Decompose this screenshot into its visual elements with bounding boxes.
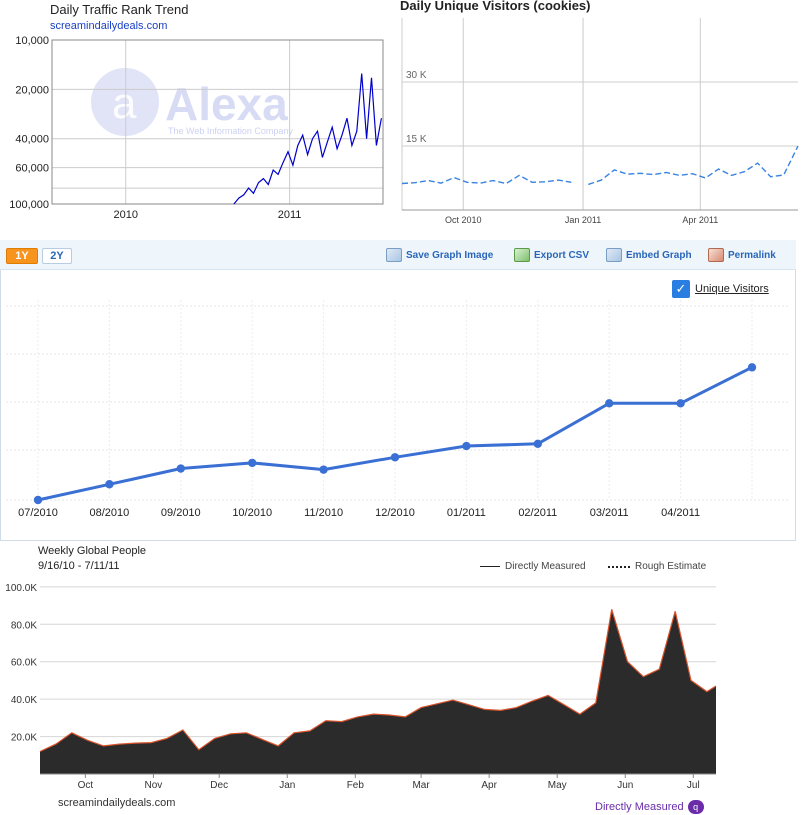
visitors-y-tick-label: 30 K — [406, 70, 427, 81]
monthly-data-point — [33, 495, 43, 505]
link-icon — [708, 248, 724, 262]
weekly-x-tick-label: Mar — [412, 780, 430, 791]
monthly-data-point — [676, 399, 685, 408]
weekly-x-tick-label: Jun — [617, 780, 633, 791]
embed-icon — [606, 248, 622, 262]
alexa-watermark-tagline: The Web Information Company — [168, 126, 293, 136]
monthly-data-point — [248, 458, 257, 468]
weekly-y-tick-label: 100.0K — [5, 583, 37, 594]
alexa-watermark-a: a — [112, 79, 137, 128]
embed-graph-button[interactable]: Embed Graph — [606, 246, 692, 264]
weekly-x-tick-label: Jul — [687, 780, 700, 791]
weekly-x-tick-label: Nov — [145, 780, 163, 791]
rank-chart-site-link[interactable]: screamindailydeals.com — [50, 20, 168, 32]
weekly-area-outline — [39, 609, 717, 753]
monthly-x-tick-label: 08/2010 — [90, 507, 130, 519]
q-logo-icon: q — [687, 800, 704, 814]
rank-chart-title: Daily Traffic Rank Trend — [50, 2, 189, 17]
rank-x-tick-label: 2011 — [278, 209, 302, 221]
monthly-x-tick-label: 02/2011 — [518, 507, 557, 519]
monthly-data-point — [390, 453, 400, 462]
unique-visitors-legend-label[interactable]: Unique Visitors — [695, 283, 769, 295]
visitors-series-line — [401, 174, 572, 185]
monthly-x-tick-label: 04/2011 — [661, 507, 700, 519]
weekly-x-tick-label: May — [548, 780, 567, 791]
spreadsheet-icon — [514, 248, 530, 262]
monthly-data-point — [747, 363, 757, 372]
weekly-y-tick-label: 40.0K — [11, 695, 37, 706]
legend-rough-estimate: Rough Estimate — [608, 561, 706, 572]
directly-measured-badge[interactable]: Directly Measured q — [595, 800, 704, 814]
visitors-series-line — [588, 145, 799, 186]
visitors-x-tick-label: Apr 2011 — [682, 215, 718, 225]
weekly-people-chart: 100.0K 80.0K 60.0K 40.0K 20.0K Oct Nov Dec Jan Fe… — [5, 583, 717, 791]
embed-graph-label: Embed Graph — [626, 249, 692, 261]
visitors-chart: 30 K 15 K Oct 2010 Jan 2011 Apr 2011 — [401, 18, 799, 225]
weekly-y-tick-label: 60.0K — [11, 658, 37, 669]
alexa-watermark-text: Alexa — [165, 78, 288, 130]
weekly-x-tick-label: Oct — [78, 780, 94, 791]
save-graph-image-button[interactable]: Save Graph Image — [386, 246, 493, 264]
visitors-x-tick-label: Jan 2011 — [565, 215, 601, 225]
unique-visitors-checkbox[interactable]: ✓ — [672, 280, 690, 298]
image-icon — [386, 248, 402, 262]
monthly-data-point — [605, 399, 614, 408]
solid-line-key — [480, 566, 500, 567]
rank-y-tick-label: 100,000 — [9, 199, 49, 211]
monthly-data-point — [176, 464, 185, 473]
export-csv-label: Export CSV — [534, 249, 590, 261]
weekly-chart-footer-site: screamindailydeals.com — [58, 797, 176, 809]
rank-y-tick-label: 20,000 — [15, 84, 49, 96]
weekly-x-tick-label: Jan — [279, 780, 295, 791]
alexa-watermark-circle — [91, 68, 159, 136]
export-csv-button[interactable]: Export CSV — [514, 246, 589, 264]
monthly-x-tick-label: 01/2011 — [447, 507, 486, 519]
visitors-x-tick-label: Oct 2010 — [445, 215, 482, 225]
rank-y-tick-label: 10,000 — [15, 35, 49, 47]
monthly-data-point — [462, 441, 471, 451]
weekly-x-tick-label: Dec — [210, 780, 228, 791]
monthly-x-tick-label: 11/2010 — [304, 507, 343, 519]
monthly-data-point — [105, 480, 114, 489]
weekly-y-tick-label: 80.0K — [11, 620, 37, 631]
rank-series-line — [233, 73, 382, 205]
rank-x-tick-label: 2010 — [113, 209, 137, 221]
monthly-visitors-chart: 07/2010 08/2010 09/2010 10/2010 11/2010 12/20… — [6, 300, 790, 519]
permalink-label: Permalink — [728, 249, 776, 261]
monthly-x-tick-label: 10/2010 — [232, 507, 272, 519]
monthly-data-point — [533, 439, 542, 448]
monthly-data-point — [319, 465, 328, 474]
dotted-line-key — [608, 565, 630, 568]
tab-2y[interactable]: 2Y — [42, 248, 72, 264]
rank-y-tick-label: 40,000 — [15, 134, 49, 146]
weekly-area-fill — [40, 609, 716, 774]
tab-1y[interactable]: 1Y — [6, 248, 38, 264]
save-graph-image-label: Save Graph Image — [406, 249, 494, 261]
rank-y-tick-label: 60,000 — [15, 163, 49, 175]
permalink-button[interactable]: Permalink — [708, 246, 776, 264]
visitors-chart-title: Daily Unique Visitors (cookies) — [400, 0, 591, 13]
monthly-x-tick-label: 03/2011 — [590, 507, 629, 519]
directly-measured-badge-label: Directly Measured — [595, 801, 684, 813]
legend-directly-measured: Directly Measured — [480, 561, 586, 572]
legend-directly-measured-label: Directly Measured — [505, 561, 586, 572]
legend-rough-estimate-label: Rough Estimate — [635, 561, 707, 572]
weekly-chart-title: Weekly Global People — [38, 545, 147, 557]
weekly-x-tick-label: Feb — [347, 780, 365, 791]
weekly-chart-date-range: 9/16/10 - 7/11/11 — [38, 560, 120, 572]
monthly-x-tick-label: 09/2010 — [161, 507, 201, 519]
rank-plot-frame — [51, 39, 384, 205]
weekly-y-tick-label: 20.0K — [11, 733, 37, 744]
weekly-x-tick-label: Apr — [481, 780, 497, 791]
visitors-y-tick-label: 15 K — [406, 134, 427, 145]
monthly-x-tick-label: 12/2010 — [375, 507, 415, 519]
monthly-x-tick-label: 07/2010 — [18, 507, 58, 519]
